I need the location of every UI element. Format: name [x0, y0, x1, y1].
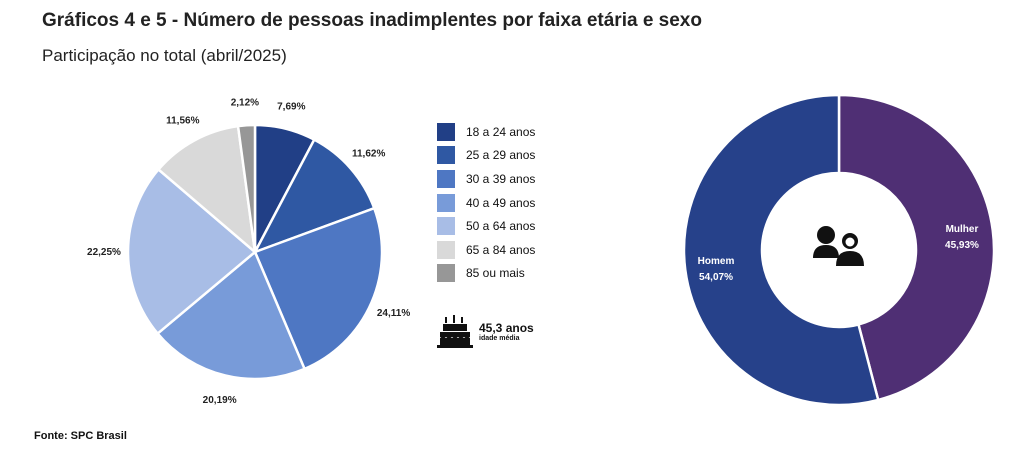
donut-category-label: Homem	[698, 256, 735, 267]
donut-slice	[682, 93, 880, 407]
legend-label: 85 ou mais	[466, 266, 525, 281]
legend-swatch	[437, 217, 455, 236]
average-age-value: 45,3 anos	[479, 320, 534, 335]
donut-slice	[837, 93, 996, 402]
pie-data-label: 11,62%	[352, 149, 385, 160]
legend-item: 50 a 64 anos	[437, 214, 535, 238]
pie-data-label: 7,69%	[277, 101, 305, 112]
legend-swatch	[437, 169, 455, 188]
legend-label: 50 a 64 anos	[466, 219, 536, 234]
legend-label: 65 a 84 anos	[466, 242, 536, 257]
legend-item: 85 ou mais	[437, 262, 535, 286]
donut-data-label: 45,93%	[945, 240, 979, 251]
pie-data-label: 2,12%	[231, 97, 259, 108]
average-age: 45,3 anos idade média	[437, 315, 534, 349]
chart-title: Gráficos 4 e 5 - Número de pessoas inadi…	[42, 10, 702, 31]
legend-item: 18 a 24 anos	[437, 120, 535, 144]
people-couple-icon	[813, 226, 864, 266]
legend-label: 40 a 49 anos	[466, 195, 536, 210]
pie-data-label: 22,25%	[87, 247, 121, 258]
age-pie-chart	[126, 123, 384, 381]
birthday-cake-icon	[437, 315, 473, 348]
legend-item: 40 a 49 anos	[437, 191, 535, 215]
legend-swatch	[437, 193, 455, 212]
legend-item: 65 a 84 anos	[437, 238, 535, 262]
pie-slice	[252, 137, 376, 255]
pie-slice	[126, 167, 257, 336]
pie-slice	[236, 123, 257, 253]
legend-swatch	[437, 240, 455, 259]
sex-donut-labels: Mulher 45,93% Homem 54,07%	[698, 224, 979, 283]
legend-label: 25 a 29 anos	[466, 148, 536, 163]
source-note: Fonte: SPC Brasil	[34, 430, 127, 442]
legend-label: 18 a 24 anos	[466, 124, 536, 139]
pie-slice	[156, 124, 257, 256]
pie-slice	[155, 249, 307, 381]
donut-data-label: 54,07%	[699, 272, 733, 283]
legend-swatch	[437, 122, 455, 141]
legend-item: 30 a 39 anos	[437, 167, 535, 191]
legend-label: 30 a 39 anos	[466, 171, 536, 186]
legend-swatch	[437, 146, 455, 165]
legend-item: 25 a 29 anos	[437, 144, 535, 168]
legend-swatch	[437, 264, 455, 283]
pie-data-label: 11,56%	[166, 115, 199, 126]
chart-subtitle: Participação no total (abril/2025)	[42, 46, 287, 65]
donut-category-label: Mulher	[946, 224, 979, 235]
age-pie-labels: 7,69% 11,62% 24,11% 20,19% 22,25% 11,56% 2,12%	[87, 97, 410, 405]
pie-data-label: 24,11%	[377, 308, 410, 319]
average-age-caption: idade média	[479, 334, 520, 342]
pie-data-label: 20,19%	[203, 395, 237, 406]
pie-slice	[253, 206, 384, 371]
age-legend: 18 a 24 anos 25 a 29 anos 30 a 39 anos 4…	[437, 120, 535, 285]
sex-donut-chart	[682, 93, 996, 407]
